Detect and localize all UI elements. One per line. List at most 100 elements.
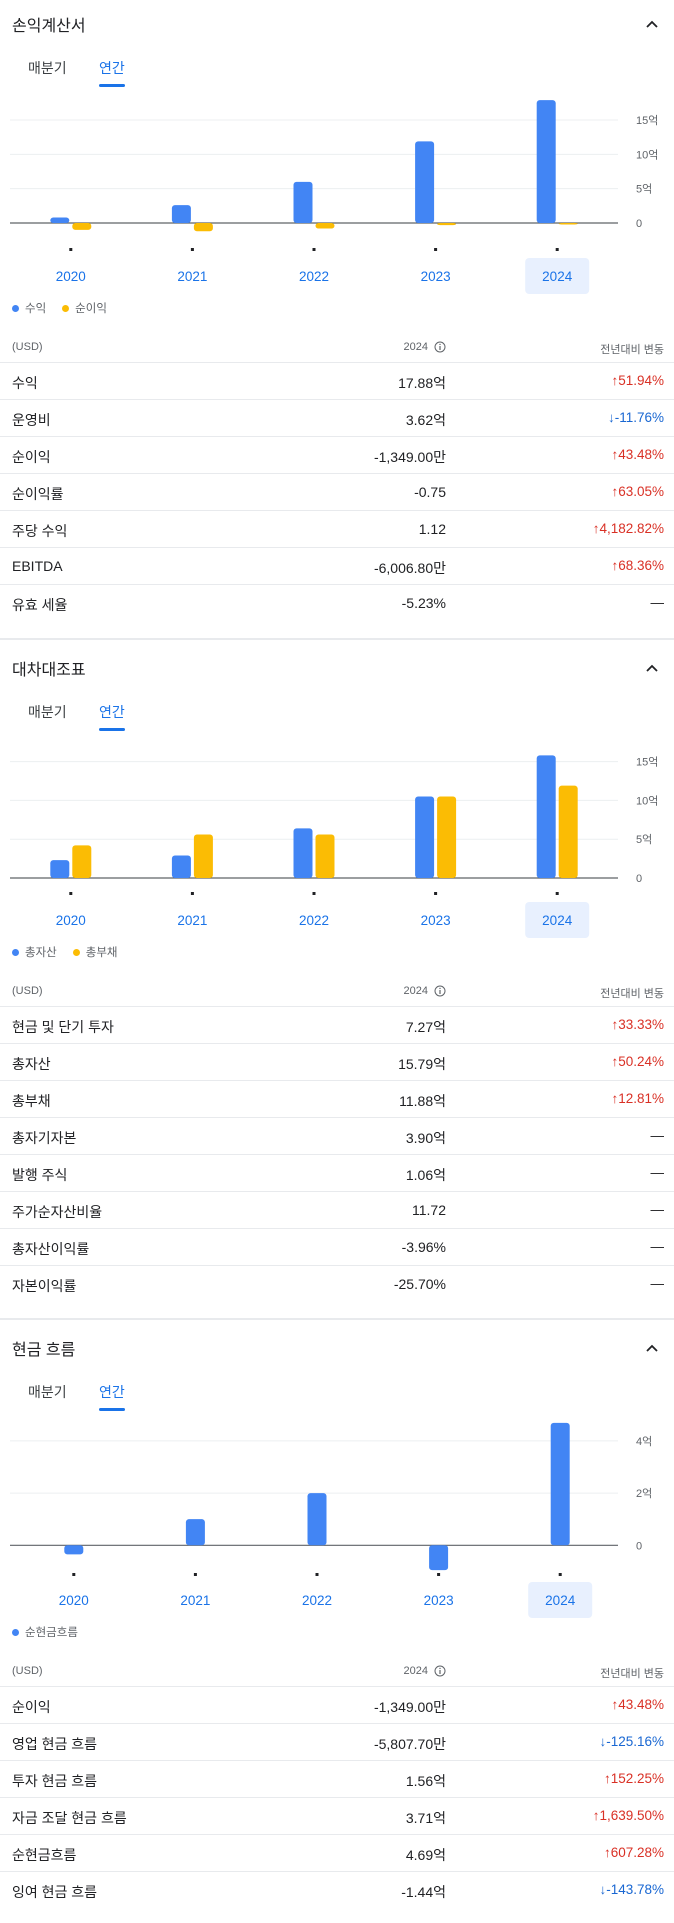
legend-item-net-income: 순이익 [62, 300, 107, 316]
year-label: 2024 [403, 985, 428, 997]
cashflow-chart: 4억 2억 0 2020 2021 2022 2023 2024 [10, 1422, 652, 1618]
legend-label: 총부채 [85, 947, 118, 959]
x-tick-label-2021[interactable]: 2021 [180, 1593, 210, 1608]
income-chart: 15억 10억 5억 0 2020 2021 2022 2023 2024 [10, 100, 658, 294]
legend-dot [12, 1628, 19, 1636]
x-tick-label-2023[interactable]: 2023 [421, 269, 451, 284]
row-change: ↑43.48% [611, 1697, 664, 1712]
x-tick-label-2022[interactable]: 2022 [302, 1593, 332, 1608]
x-tick-label-2024[interactable]: 2024 [542, 913, 573, 928]
row-label: 유효 세율 [12, 597, 68, 613]
row-value: -5,807.70만 [373, 1736, 446, 1752]
info-icon[interactable] [434, 985, 446, 997]
bar-secondary[interactable] [558, 223, 578, 225]
bar-primary[interactable] [550, 1422, 570, 1546]
bar-primary[interactable] [429, 1545, 449, 1571]
x-tick-label-2024[interactable]: 2024 [545, 1593, 576, 1608]
change-value: 4,182.82% [599, 521, 664, 536]
section-title: 대차대조표 [12, 662, 86, 679]
row-change: ↑50.24% [611, 1054, 664, 1069]
bar-secondary[interactable] [315, 834, 335, 878]
row-change: ↑68.36% [611, 558, 664, 573]
table-row: 주가순자산비율 11.72 — [0, 1191, 674, 1228]
change-value: — [650, 1239, 665, 1254]
change-arrow-icon: ↑ [592, 521, 600, 536]
row-label: 총자기자본 [12, 1130, 77, 1146]
row-value: -1.44억 [401, 1884, 446, 1900]
change-arrow-icon: ↑ [611, 1054, 619, 1069]
legend-item-net-cash-flow: 순현금흐름 [12, 1624, 78, 1640]
bar-secondary[interactable] [315, 223, 335, 229]
x-tick-label-2023[interactable]: 2023 [421, 913, 451, 928]
bar-primary[interactable] [293, 828, 313, 878]
y-tick-label: 15억 [636, 114, 658, 127]
table-row: 발행 주식 1.06억 — [0, 1154, 674, 1191]
change-value: — [650, 1202, 665, 1217]
change-value: 43.48% [618, 1697, 664, 1712]
bar-primary[interactable] [293, 181, 313, 224]
change-value: -143.78% [606, 1882, 664, 1897]
change-value: 152.25% [610, 1771, 664, 1786]
table-row: 잉여 현금 흐름 -1.44억 ↓-143.78% [0, 1871, 674, 1908]
row-change: ↑4,182.82% [593, 521, 664, 536]
bar-secondary[interactable] [193, 223, 213, 232]
tab-annual[interactable]: 연간 [99, 704, 125, 731]
x-tick-label-2020[interactable]: 2020 [56, 269, 86, 284]
bar-primary[interactable] [536, 755, 556, 878]
unit-label: (USD) [12, 985, 43, 997]
info-icon[interactable] [434, 1665, 446, 1677]
balance-chart: 15억 10억 5억 0 2020 2021 2022 2023 2024 [10, 755, 658, 938]
x-tick-label-2023[interactable]: 2023 [424, 1593, 454, 1608]
info-icon[interactable] [434, 341, 446, 353]
bar-primary[interactable] [50, 217, 70, 224]
tab-quarterly[interactable]: 매분기 [28, 1384, 67, 1400]
row-value: 15.79억 [398, 1056, 446, 1072]
x-tick-label-2020[interactable]: 2020 [59, 1593, 89, 1608]
bar-secondary[interactable] [72, 845, 92, 878]
table-row: EBITDA -6,006.80만 ↑68.36% [0, 547, 674, 584]
bar-primary[interactable] [64, 1545, 84, 1555]
bar-primary[interactable] [50, 860, 70, 878]
bar-primary[interactable] [171, 205, 191, 224]
chevron-up-icon[interactable] [644, 16, 660, 32]
x-tick-label-2024[interactable]: 2024 [542, 269, 573, 284]
bar-secondary[interactable] [558, 785, 578, 878]
bar-secondary[interactable] [72, 223, 92, 230]
x-tick-label-2022[interactable]: 2022 [299, 269, 329, 284]
legend-dot [12, 948, 19, 956]
selected-year-highlight [525, 258, 590, 294]
bar-secondary[interactable] [193, 834, 213, 878]
bar-primary[interactable] [415, 141, 435, 224]
x-tick-label-2021[interactable]: 2021 [177, 269, 207, 284]
bar-primary[interactable] [171, 855, 191, 878]
table-header: (USD) 2024 전년대비 변동 [0, 1656, 674, 1686]
tab-annual[interactable]: 연간 [99, 60, 125, 87]
tab-quarterly[interactable]: 매분기 [28, 704, 67, 720]
section-title: 손익계산서 [12, 18, 86, 35]
bar-primary[interactable] [307, 1493, 327, 1546]
bar-secondary[interactable] [437, 223, 457, 226]
row-change: — [651, 595, 665, 610]
row-value: 7.27억 [405, 1019, 446, 1035]
table-row: 현금 및 단기 투자 7.27억 ↑33.33% [0, 1006, 674, 1043]
row-label: 순현금흐름 [12, 1847, 77, 1863]
row-change: ↑33.33% [611, 1017, 664, 1032]
table-row: 총자산이익률 -3.96% — [0, 1228, 674, 1265]
tab-quarterly[interactable]: 매분기 [28, 60, 67, 76]
bar-primary[interactable] [536, 100, 556, 224]
row-change: — [651, 1239, 665, 1254]
year-header: 2024 [404, 985, 446, 997]
x-tick-label-2021[interactable]: 2021 [177, 913, 207, 928]
x-tick-label-2022[interactable]: 2022 [299, 913, 329, 928]
x-tick-label-2020[interactable]: 2020 [56, 913, 86, 928]
income-section: 손익계산서 매분기 연간 15억 10억 5억 0 2020 2021 2022 2023 20… [0, 0, 674, 640]
chevron-up-icon[interactable] [644, 660, 660, 676]
bar-primary[interactable] [415, 796, 435, 878]
bar-secondary[interactable] [437, 796, 457, 878]
legend-item-total-assets: 총자산 [12, 944, 57, 960]
change-value: 68.36% [618, 558, 664, 573]
tab-annual[interactable]: 연간 [99, 1384, 125, 1411]
chevron-up-icon[interactable] [644, 1340, 660, 1356]
bar-primary[interactable] [185, 1519, 205, 1546]
change-value: 33.33% [618, 1017, 664, 1032]
